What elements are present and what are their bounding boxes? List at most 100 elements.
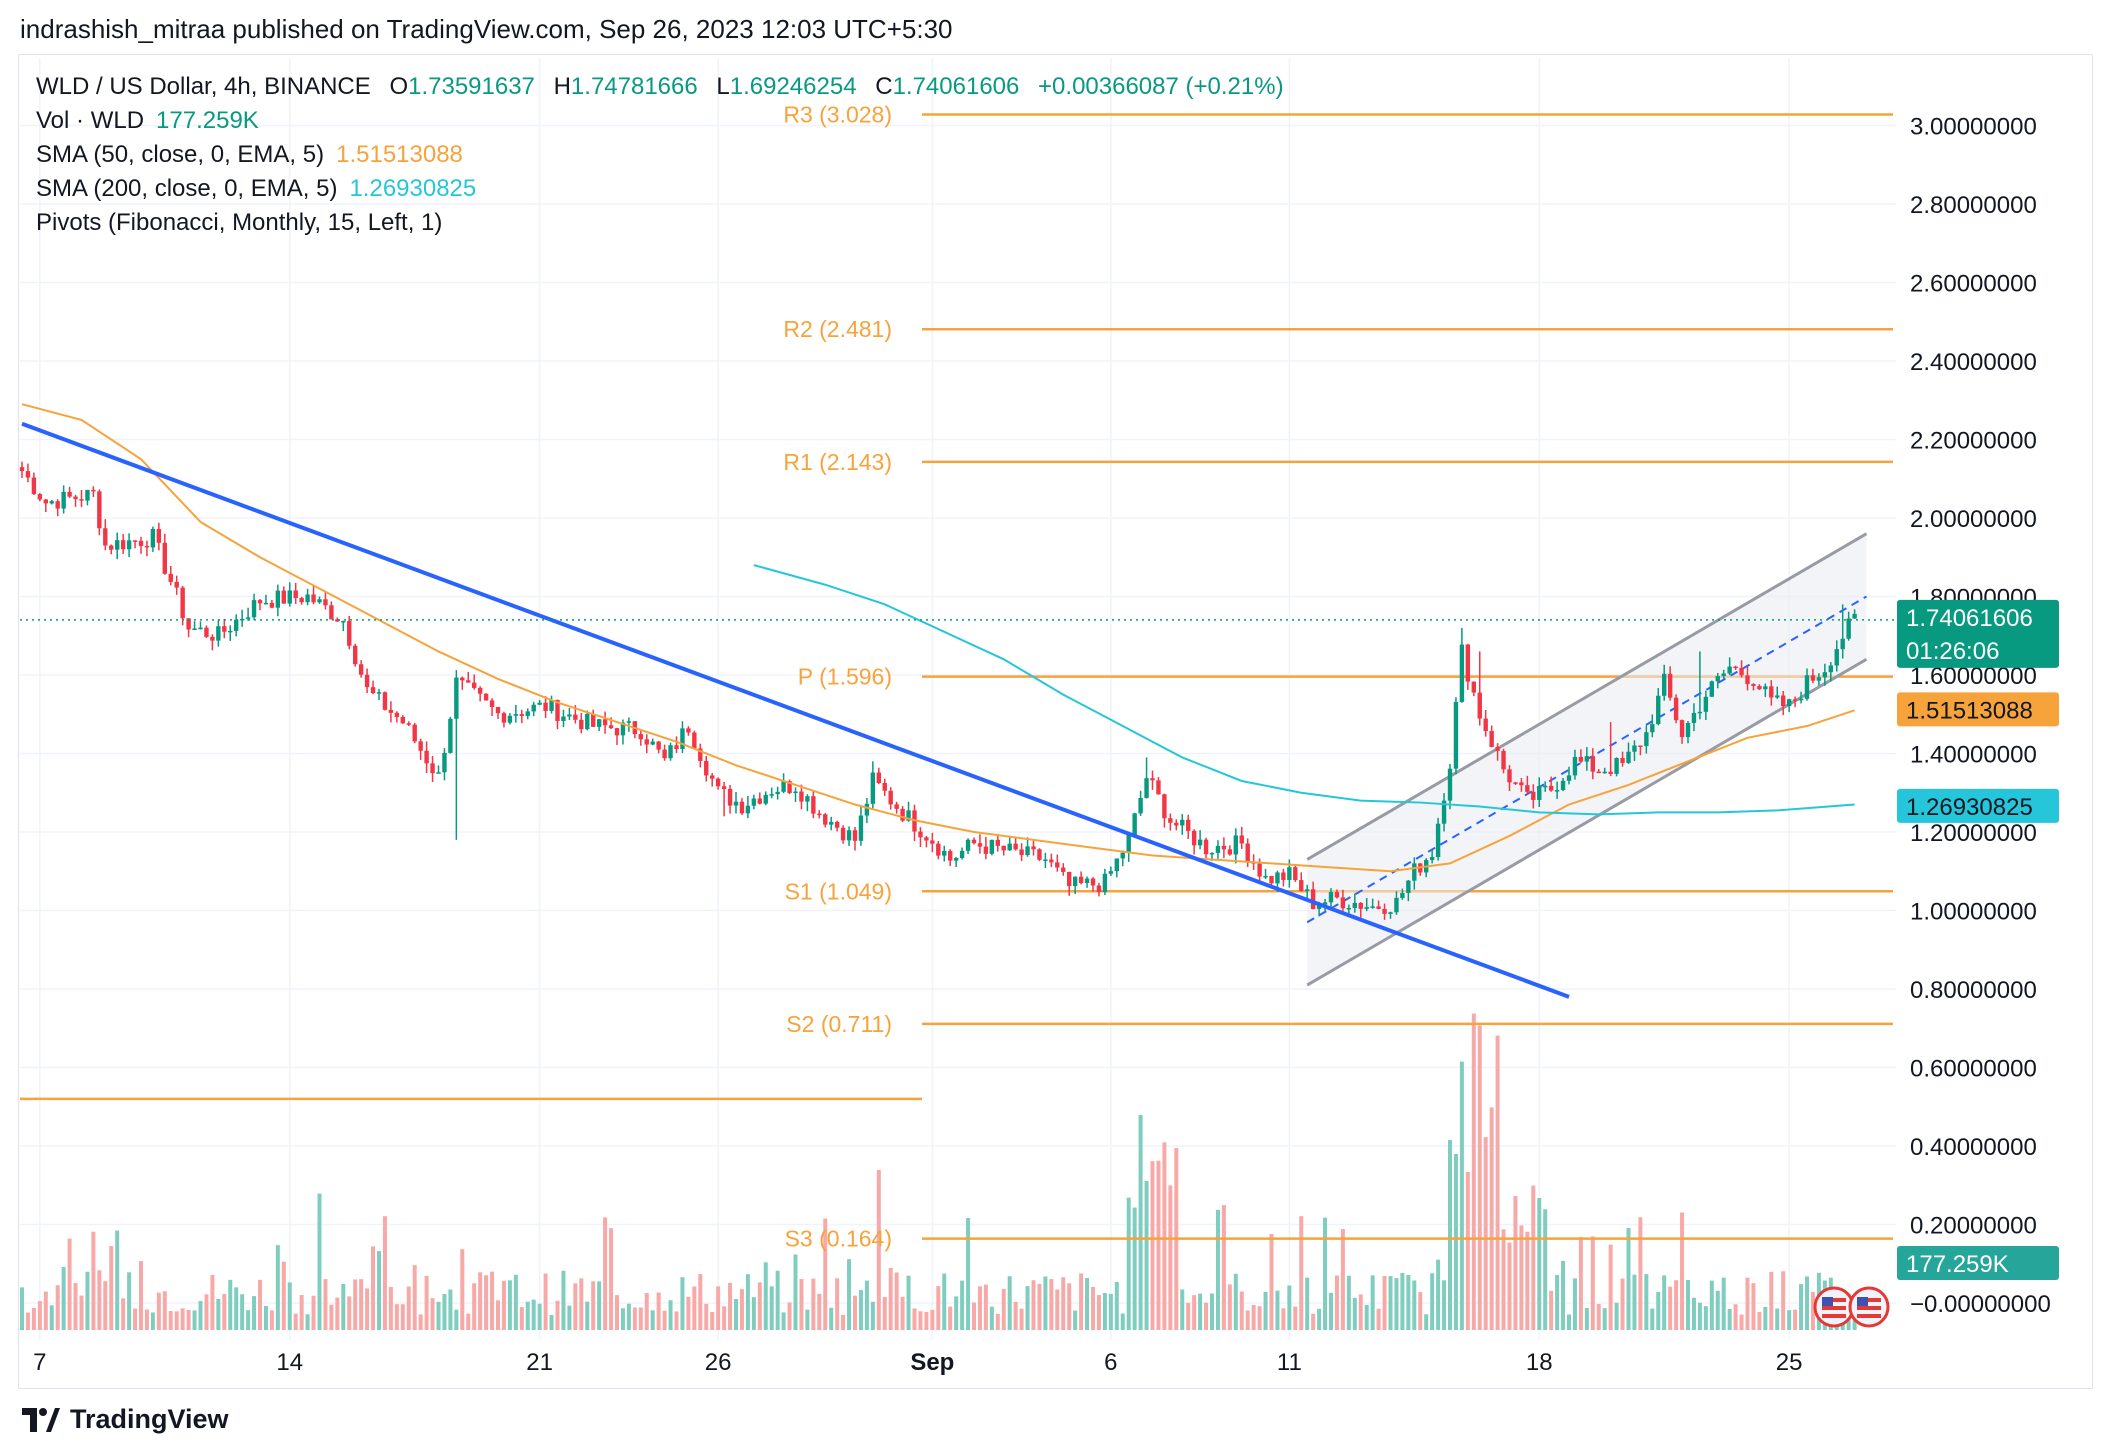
candle[interactable] (983, 836, 989, 860)
candle[interactable] (1078, 871, 1084, 885)
candle[interactable] (293, 582, 298, 604)
candle[interactable] (1376, 900, 1381, 910)
candle[interactable] (347, 615, 352, 650)
candle[interactable] (525, 708, 530, 720)
candle[interactable] (507, 713, 513, 725)
candle[interactable] (144, 540, 150, 557)
candle[interactable] (150, 526, 156, 552)
candle[interactable] (1067, 871, 1072, 896)
candle[interactable] (120, 534, 126, 554)
candle[interactable] (31, 472, 37, 495)
candle[interactable] (1400, 888, 1405, 900)
candle[interactable] (25, 463, 31, 483)
candle[interactable] (1001, 845, 1006, 856)
candle[interactable] (353, 643, 358, 667)
candle[interactable] (1697, 651, 1703, 720)
candle[interactable] (1763, 683, 1768, 697)
candle[interactable] (561, 709, 566, 728)
candle[interactable] (1007, 835, 1012, 851)
candle[interactable] (19, 461, 25, 478)
candle[interactable] (222, 618, 227, 639)
candle[interactable] (1406, 879, 1411, 902)
candle[interactable] (1025, 837, 1030, 857)
candle[interactable] (1792, 696, 1798, 708)
candle[interactable] (715, 777, 721, 790)
candle[interactable] (1447, 763, 1453, 810)
candle[interactable] (775, 786, 780, 800)
candle[interactable] (1310, 881, 1316, 910)
chart-frame[interactable] (18, 54, 2093, 1389)
candle[interactable] (1667, 666, 1673, 701)
candle[interactable] (1459, 627, 1465, 703)
candle[interactable] (103, 519, 108, 551)
candle[interactable] (1215, 840, 1221, 859)
candle[interactable] (1572, 749, 1578, 780)
candle[interactable] (1608, 722, 1613, 777)
sma200-price-tag[interactable]: 1.26930825 (1897, 788, 2059, 823)
us-flag-icon[interactable] (1813, 1286, 1855, 1328)
candle[interactable] (1031, 840, 1036, 856)
candle[interactable] (1828, 662, 1833, 682)
candle[interactable] (1662, 664, 1667, 701)
candle[interactable] (394, 711, 400, 723)
candle[interactable] (1394, 891, 1399, 915)
candle[interactable] (1852, 609, 1857, 619)
candle[interactable] (448, 716, 453, 754)
candle[interactable] (1489, 725, 1494, 748)
candle[interactable] (198, 621, 203, 630)
candle[interactable] (1691, 703, 1697, 732)
candle[interactable] (680, 721, 685, 754)
candle[interactable] (1703, 690, 1709, 721)
candle[interactable] (840, 825, 846, 844)
candle[interactable] (811, 789, 816, 819)
candle[interactable] (1804, 668, 1810, 701)
candle[interactable] (477, 686, 483, 702)
candle[interactable] (1757, 684, 1762, 690)
candle[interactable] (55, 499, 60, 517)
legend-pivots-row[interactable]: Pivots (Fibonacci, Monthly, 15, Left, 1) (36, 206, 1296, 240)
candle[interactable] (370, 680, 376, 695)
candle[interactable] (234, 614, 239, 637)
us-flag-icon[interactable] (1848, 1286, 1890, 1328)
candle[interactable] (614, 727, 620, 746)
candle[interactable] (656, 741, 661, 754)
candle[interactable] (1769, 680, 1774, 706)
candle[interactable] (513, 704, 519, 723)
channel-upper-line[interactable] (1306, 532, 1868, 861)
candle[interactable] (543, 696, 548, 718)
candle[interactable] (1132, 812, 1137, 836)
candle[interactable] (602, 711, 608, 734)
candle[interactable] (1138, 790, 1143, 816)
candle[interactable] (1037, 848, 1042, 862)
candle[interactable] (1513, 782, 1518, 786)
candle[interactable] (1239, 826, 1244, 849)
candle[interactable] (85, 489, 90, 506)
candle[interactable] (1543, 781, 1548, 792)
candle[interactable] (186, 618, 191, 638)
candle[interactable] (1084, 876, 1090, 888)
candle[interactable] (965, 838, 971, 855)
candle[interactable] (204, 625, 209, 639)
candle[interactable] (1114, 858, 1119, 878)
candle[interactable] (918, 827, 923, 848)
candle[interactable] (846, 826, 852, 846)
candle[interactable] (1102, 868, 1108, 896)
candle[interactable] (79, 489, 84, 508)
symbol-title[interactable]: WLD / US Dollar, 4h, BINANCE (36, 73, 371, 100)
candle[interactable] (1483, 710, 1488, 737)
candle[interactable] (156, 522, 162, 551)
candle[interactable] (1263, 868, 1268, 880)
legend-sma200-row[interactable]: SMA (200, close, 0, EMA, 5) 1.26930825 (36, 172, 1296, 206)
candle[interactable] (977, 834, 983, 854)
candle[interactable] (769, 787, 774, 799)
candle[interactable] (1650, 714, 1655, 738)
candle[interactable] (668, 742, 673, 761)
last-price-tag[interactable]: 1.74061606 01:26:06 (1897, 599, 2059, 668)
candle[interactable] (698, 743, 703, 768)
candle[interactable] (805, 794, 810, 812)
candle[interactable] (727, 785, 733, 814)
candle[interactable] (489, 698, 495, 716)
candle[interactable] (1673, 694, 1679, 724)
candle[interactable] (882, 778, 887, 796)
candle[interactable] (971, 837, 977, 845)
